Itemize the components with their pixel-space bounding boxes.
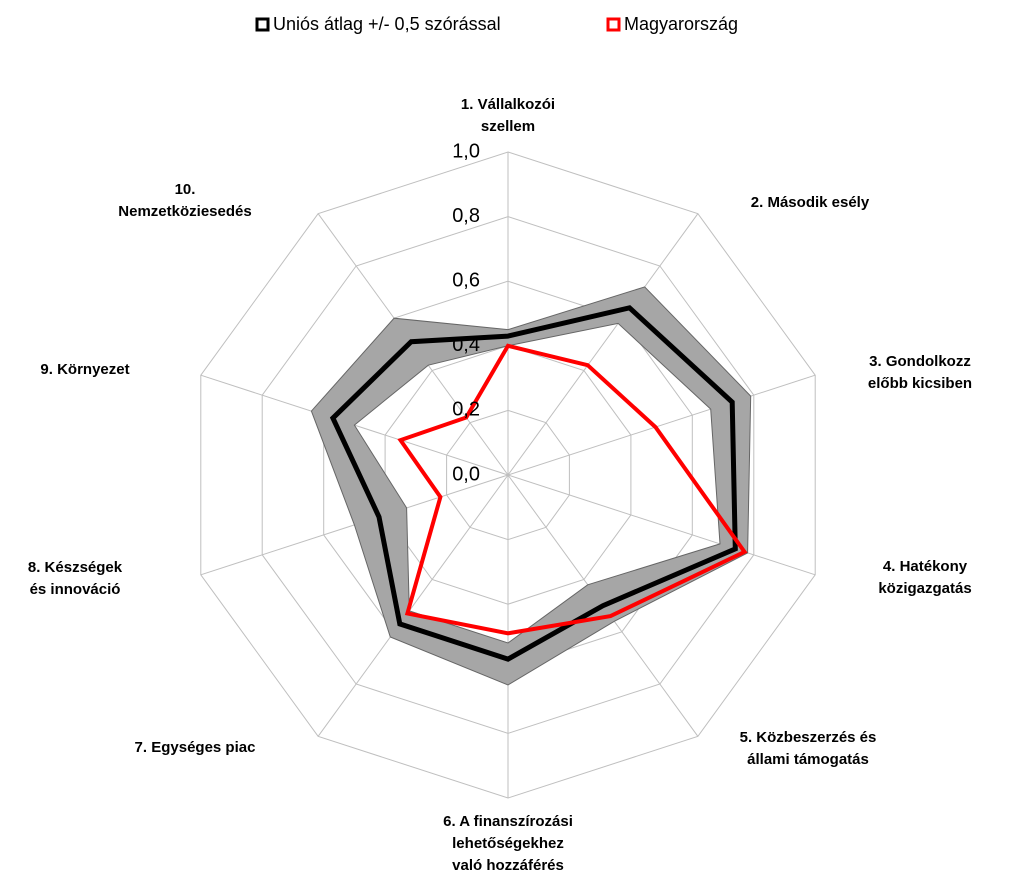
series-line: [397, 343, 748, 636]
y-tick-label: 0,6: [452, 269, 480, 291]
category-line: 7. Egységes piac: [135, 739, 256, 756]
y-tick-label: 0,4: [452, 334, 480, 356]
category-line: 1. Vállalkozói: [461, 96, 555, 113]
spoke: [507, 474, 816, 576]
category-label: 1. Vállalkozói szellem: [461, 96, 555, 135]
category-line: szellem: [481, 118, 535, 135]
category-label: 4. Hatékony közigazgatás: [878, 558, 971, 597]
spoke: [507, 213, 699, 476]
category-line: állami támogatás: [747, 751, 869, 768]
spoke: [507, 374, 816, 476]
category-label: 5. Közbeszerzés és állami támogatás: [740, 729, 877, 768]
category-line: közigazgatás: [878, 580, 971, 597]
category-line: 4. Hatékony: [883, 558, 968, 575]
legend-label: Magyarország: [624, 14, 738, 34]
category-line: 3. Gondolkozz: [869, 353, 971, 370]
category-line: 9. Környezet: [40, 361, 129, 378]
category-label: 2. Második esély: [751, 194, 870, 211]
category-line: és innováció: [30, 581, 121, 598]
y-tick-label: 0,2: [452, 399, 480, 421]
y-tick-label: 0,0: [452, 463, 480, 485]
series-line: [329, 305, 738, 662]
category-label: 8. Készségek és innováció: [28, 559, 123, 598]
category-label: 9. Környezet: [40, 361, 129, 378]
legend-label: Uniós átlag +/- 0,5 szórással: [273, 14, 501, 34]
category-label: 6. A finanszírozási lehetőségekhez való ho…: [443, 813, 573, 872]
category-line: Nemzetköziesedés: [118, 203, 251, 220]
band: [310, 286, 752, 686]
y-tick-label: 1,0: [452, 140, 480, 162]
category-line: 10.: [175, 181, 196, 198]
category-line: 6. A finanszírozási: [443, 813, 573, 830]
legend-swatch: [606, 17, 621, 32]
y-tick-label: 0,8: [452, 205, 480, 227]
spoke: [317, 474, 509, 737]
category-label: 7. Egységes piac: [135, 739, 256, 756]
category-line: 2. Második esély: [751, 194, 870, 211]
category-line: 5. Közbeszerzés és: [740, 729, 877, 746]
category-line: lehetőségekhez: [452, 835, 564, 852]
category-line: előbb kicsiben: [868, 375, 972, 392]
legend-swatch: [255, 17, 270, 32]
category-line: 8. Készségek: [28, 559, 123, 576]
category-label: 3. Gondolkozz előbb kicsiben: [868, 353, 972, 392]
category-line: való hozzáférés: [452, 857, 564, 872]
category-label: 10. Nemzetköziesedés: [118, 181, 251, 220]
